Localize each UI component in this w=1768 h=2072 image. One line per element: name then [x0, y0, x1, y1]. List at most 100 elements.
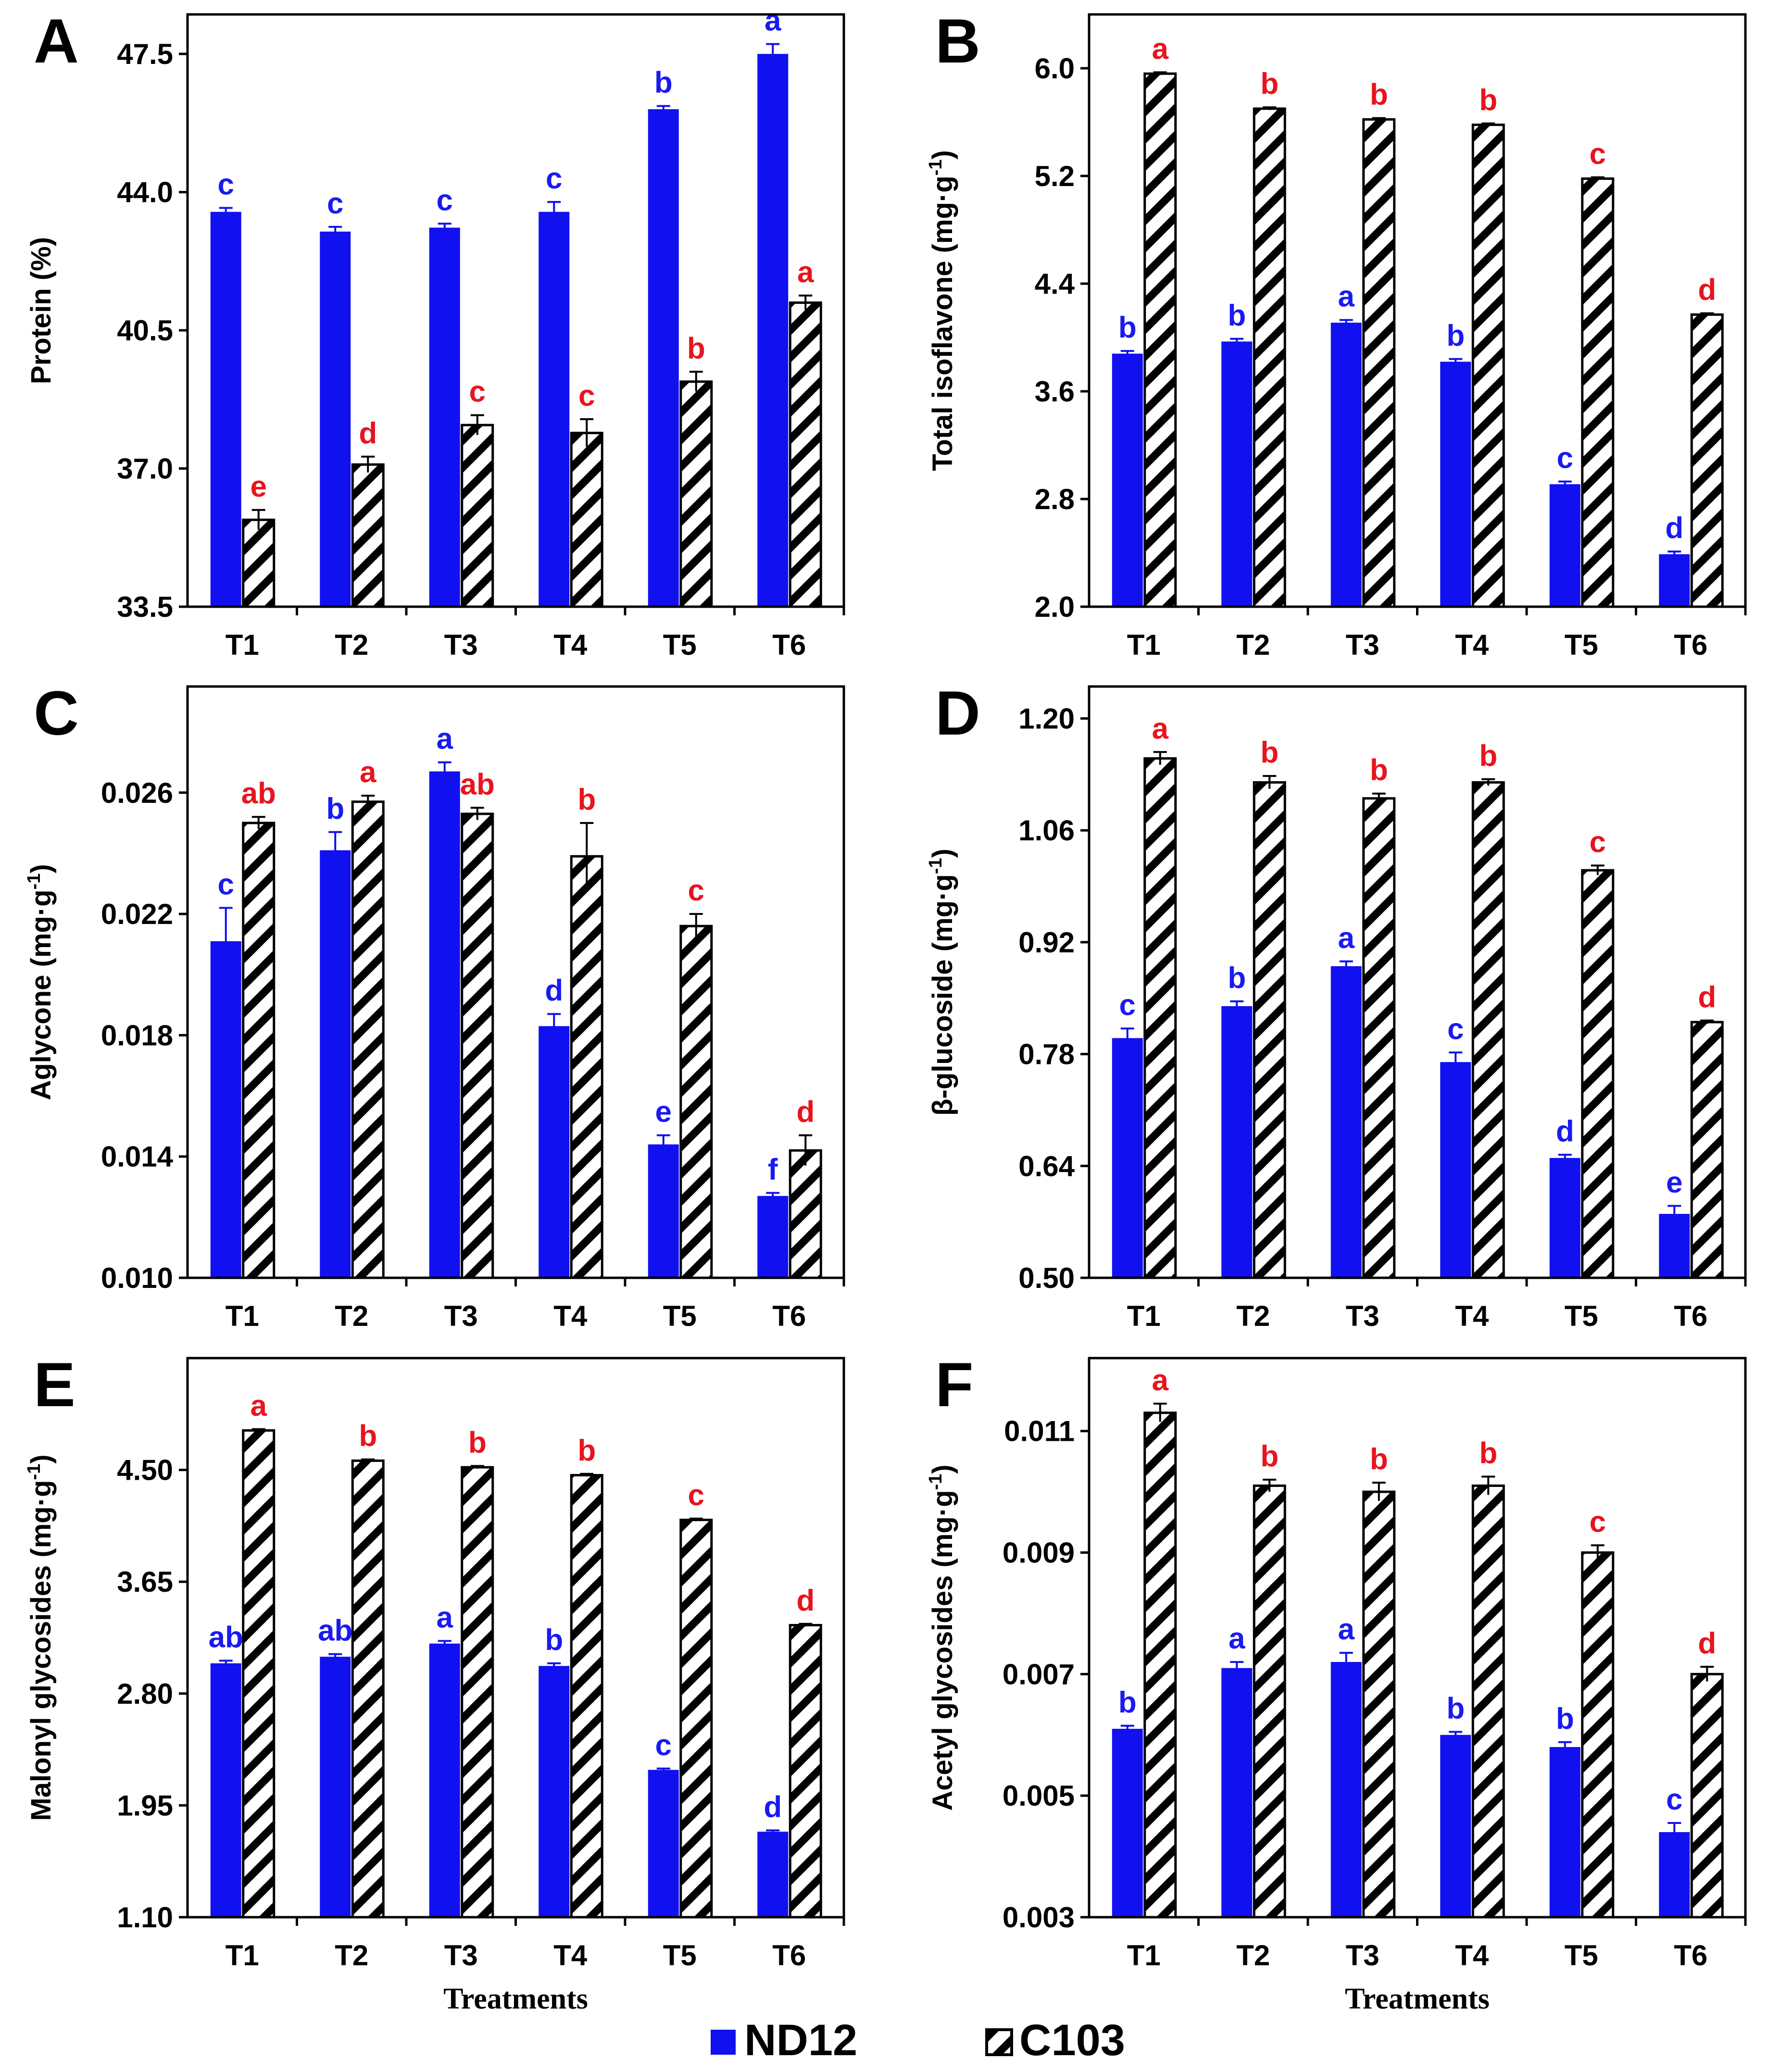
x-tick-label: T4	[553, 1300, 588, 1332]
significance-letter: b	[1260, 736, 1279, 769]
significance-letter: c	[655, 1729, 672, 1762]
panel-label: D	[935, 678, 980, 748]
plot-frame	[1088, 13, 1747, 608]
bar-c103	[1581, 1551, 1615, 1919]
bar-c103	[1143, 757, 1177, 1279]
significance-letter: a	[1152, 712, 1169, 745]
significance-letter: ab	[209, 1621, 243, 1654]
x-tick-label: T1	[226, 1300, 259, 1332]
chart-panel-f: F 0.003 0.005 0.007 0.009 0.011 Acetyl glycosi…	[926, 1349, 1747, 2015]
x-tick-label: T6	[772, 1939, 806, 1972]
significance-letter: b	[1479, 1437, 1497, 1470]
x-tick-label: T3	[1346, 1939, 1379, 1972]
bar-c103	[1471, 781, 1505, 1279]
significance-letter: a	[1152, 32, 1169, 65]
bar-c103	[1253, 781, 1286, 1279]
bar-c103	[789, 301, 822, 608]
x-tick-label: T2	[335, 1939, 368, 1972]
significance-letter: b	[687, 332, 705, 365]
bar-nd12	[320, 1657, 351, 1917]
bar-nd12	[1549, 484, 1580, 607]
bar-nd12	[1330, 323, 1362, 607]
y-tick-label: 0.026	[101, 777, 173, 809]
bar-c103	[1143, 1411, 1177, 1919]
y-tick-label: 40.5	[117, 314, 173, 347]
bar-c103	[679, 924, 713, 1279]
x-axis-label: Treatments	[443, 1983, 588, 2015]
bar-c103	[461, 1466, 494, 1919]
bar-nd12	[1221, 1006, 1253, 1278]
significance-letter: d	[545, 974, 563, 1007]
x-tick-label: T5	[663, 1939, 697, 1972]
significance-letter: ab	[318, 1614, 352, 1648]
chart-panels: A 33.5 37.0 40.5 44.0 47.5 Protein (%) T1 c e T2 c d…	[24, 4, 1747, 2015]
significance-letter: a	[360, 756, 376, 789]
significance-letter: b	[1479, 739, 1497, 773]
significance-letter: d	[1698, 1627, 1716, 1660]
x-tick-label: T5	[1565, 1300, 1598, 1332]
y-tick-label: 5.2	[1035, 160, 1075, 192]
x-tick-label: T3	[1346, 629, 1379, 661]
bar-nd12	[1440, 1735, 1471, 1917]
y-tick-label: 1.06	[1018, 814, 1075, 847]
plot-frame	[1088, 1357, 1747, 1919]
significance-letter: d	[764, 1790, 782, 1823]
bar-c103	[1253, 1484, 1286, 1919]
significance-letter: a	[797, 256, 814, 289]
x-tick-label: T2	[1236, 629, 1270, 661]
chart-panel-e: E 1.10 1.95 2.80 3.65 4.50 Malonyl glycosides …	[24, 1349, 845, 2015]
y-tick-label: 37.0	[117, 453, 173, 485]
bar-c103	[570, 432, 603, 608]
significance-letter: e	[251, 470, 267, 503]
y-tick-label: 3.65	[117, 1566, 173, 1598]
x-tick-label: T6	[772, 629, 806, 661]
bar-c103	[1362, 797, 1396, 1279]
significance-letter: c	[218, 868, 234, 901]
bar-c103	[242, 822, 276, 1279]
y-tick-label: 0.010	[101, 1262, 173, 1294]
significance-letter: a	[1338, 1613, 1355, 1646]
significance-letter: b	[1446, 319, 1465, 352]
y-tick-label: 6.0	[1035, 52, 1075, 85]
significance-letter: e	[655, 1096, 672, 1129]
bar-c103	[461, 424, 494, 608]
bar-nd12	[648, 1144, 679, 1278]
bar-c103	[789, 1149, 822, 1279]
bar-nd12	[539, 1026, 570, 1278]
significance-letter: c	[578, 379, 595, 412]
y-tick-label: 0.018	[101, 1019, 173, 1051]
significance-letter: c	[1119, 988, 1136, 1022]
significance-letter: b	[1118, 311, 1137, 344]
x-axis-label: Treatments	[1345, 1983, 1490, 2015]
bar-c103	[1690, 1021, 1724, 1279]
significance-letter: b	[1446, 1692, 1465, 1725]
y-tick-label: 0.50	[1018, 1262, 1075, 1294]
significance-letter: b	[1370, 78, 1388, 112]
plot-frame	[186, 13, 845, 608]
x-tick-label: T1	[1127, 1939, 1161, 1972]
y-tick-label: 2.0	[1035, 591, 1075, 623]
x-tick-label: T1	[226, 629, 259, 661]
y-tick-label: 33.5	[117, 591, 173, 623]
y-tick-label: 0.78	[1018, 1038, 1075, 1071]
x-tick-label: T4	[1455, 1939, 1489, 1972]
x-tick-label: T5	[1565, 1939, 1598, 1972]
bar-c103	[1253, 107, 1286, 608]
plot-frame	[186, 1357, 845, 1919]
legend-label-nd12: ND12	[744, 2016, 857, 2065]
significance-letter: b	[468, 1426, 487, 1459]
bar-nd12	[648, 109, 679, 607]
x-tick-label: T5	[663, 629, 697, 661]
significance-letter: c	[218, 168, 234, 201]
x-tick-label: T1	[1127, 1300, 1161, 1332]
bar-c103	[1362, 1490, 1396, 1919]
bar-c103	[570, 855, 603, 1279]
bar-c103	[1690, 313, 1724, 608]
y-axis-label: Protein (%)	[25, 237, 57, 384]
x-tick-label: T4	[553, 629, 588, 661]
significance-letter: c	[688, 874, 704, 907]
x-tick-label: T1	[226, 1939, 259, 1972]
y-tick-label: 1.20	[1018, 702, 1075, 735]
bar-nd12	[429, 771, 460, 1278]
significance-letter: a	[1338, 280, 1355, 313]
